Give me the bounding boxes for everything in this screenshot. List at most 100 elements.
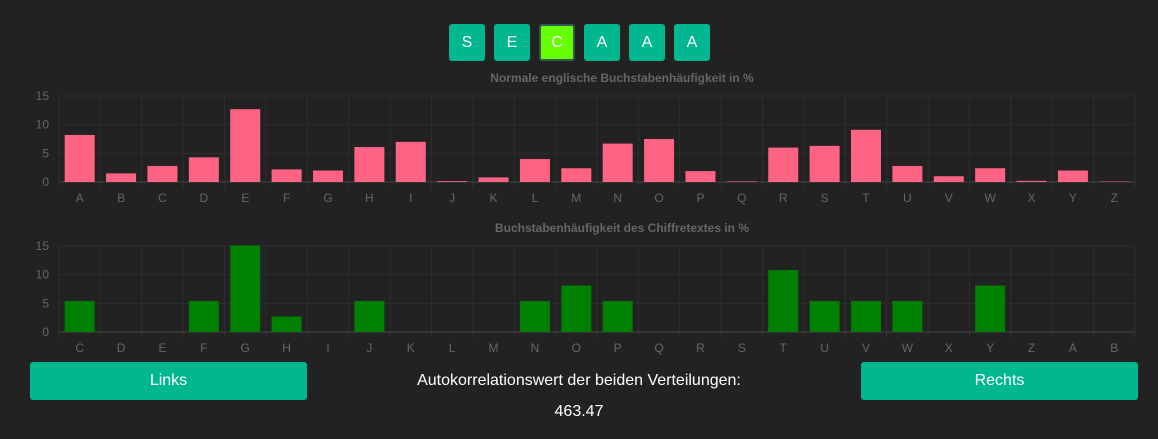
bar-F xyxy=(271,169,302,182)
bar-A xyxy=(64,134,95,182)
x-tick-label: B xyxy=(1110,341,1118,355)
chart-title: Buchstabenhäufigkeit des Chiffretextes i… xyxy=(495,221,749,235)
x-tick-label: R xyxy=(696,341,705,355)
x-tick-label: J xyxy=(449,191,455,205)
x-tick-label: I xyxy=(409,191,412,205)
bar-X xyxy=(1016,180,1047,182)
y-tick-label: 15 xyxy=(36,89,50,103)
bar-U xyxy=(892,165,923,182)
x-tick-label: P xyxy=(696,191,704,205)
x-tick-label: K xyxy=(407,341,415,355)
x-tick-label: L xyxy=(449,341,456,355)
bar-J xyxy=(354,301,385,332)
key-letter-3-selected[interactable]: C xyxy=(539,24,575,61)
x-tick-label: Q xyxy=(654,341,663,355)
y-tick-label: 0 xyxy=(42,325,49,339)
bar-I xyxy=(395,141,426,182)
left-button[interactable]: Links xyxy=(30,362,307,400)
x-tick-label: M xyxy=(489,341,499,355)
bar-T xyxy=(851,129,881,182)
x-tick-label: R xyxy=(779,191,788,205)
x-tick-label: N xyxy=(531,341,540,355)
bar-G xyxy=(313,170,343,182)
bar-B xyxy=(106,173,137,182)
x-tick-label: X xyxy=(945,341,953,355)
x-tick-label: E xyxy=(241,191,249,205)
x-tick-label: W xyxy=(984,191,996,205)
x-tick-label: L xyxy=(532,191,539,205)
key-letter-4[interactable]: A xyxy=(584,24,620,61)
x-tick-label: I xyxy=(326,341,329,355)
bar-S xyxy=(809,145,840,182)
y-tick-label: 15 xyxy=(36,239,50,253)
x-tick-label: E xyxy=(158,341,166,355)
bar-Q xyxy=(726,181,757,182)
key-letter-1[interactable]: S xyxy=(449,24,485,61)
x-tick-label: J xyxy=(366,341,372,355)
bar-V xyxy=(851,301,881,332)
y-tick-label: 10 xyxy=(36,268,50,282)
x-tick-label: S xyxy=(821,191,829,205)
x-tick-label: H xyxy=(282,341,291,355)
bar-R xyxy=(768,147,799,182)
bar-G xyxy=(230,245,261,332)
bar-O xyxy=(644,139,675,182)
bar-L xyxy=(519,159,550,182)
y-tick-label: 5 xyxy=(42,296,49,310)
bar-C xyxy=(147,165,178,182)
bar-O xyxy=(561,285,592,332)
bar-Y xyxy=(1057,170,1088,182)
bar-Y xyxy=(975,285,1006,332)
bar-M xyxy=(561,168,592,182)
x-tick-label: M xyxy=(571,191,581,205)
bar-H xyxy=(354,147,385,182)
english-frequency-chart: Normale englische Buchstabenhäufigkeit i… xyxy=(36,71,1136,205)
bar-U xyxy=(809,301,840,332)
bar-T xyxy=(768,270,799,332)
y-tick-label: 5 xyxy=(42,146,49,160)
x-tick-label: V xyxy=(862,341,870,355)
bar-D xyxy=(188,157,219,182)
key-letter-6[interactable]: A xyxy=(674,24,710,61)
bar-N xyxy=(602,143,633,182)
x-tick-label: Z xyxy=(1111,191,1118,205)
x-tick-label: H xyxy=(365,191,374,205)
cipher-frequency-chart: Buchstabenhäufigkeit des Chiffretextes i… xyxy=(36,221,1136,355)
bar-J xyxy=(437,181,468,182)
x-tick-label: C xyxy=(75,341,84,355)
x-tick-label: C xyxy=(158,191,167,205)
x-tick-label: O xyxy=(654,191,663,205)
x-tick-label: T xyxy=(780,341,788,355)
bar-W xyxy=(975,168,1006,182)
x-tick-label: Y xyxy=(986,341,994,355)
x-tick-label: U xyxy=(820,341,829,355)
x-tick-label: B xyxy=(117,191,125,205)
x-tick-label: Z xyxy=(1028,341,1035,355)
chart-title: Normale englische Buchstabenhäufigkeit i… xyxy=(490,71,754,85)
x-tick-label: W xyxy=(902,341,914,355)
x-tick-label: K xyxy=(490,191,498,205)
y-tick-label: 10 xyxy=(36,118,50,132)
x-tick-label: D xyxy=(117,341,126,355)
autocorrelation-value: 463.47 xyxy=(554,403,604,420)
x-tick-label: F xyxy=(283,191,290,205)
x-tick-label: P xyxy=(614,341,622,355)
key-letter-5[interactable]: A xyxy=(629,24,665,61)
keyword-letters: S E C A A A xyxy=(449,24,710,61)
x-tick-label: O xyxy=(572,341,581,355)
x-tick-label: G xyxy=(241,341,250,355)
x-tick-label: G xyxy=(323,191,332,205)
bar-E xyxy=(230,109,261,182)
x-tick-label: D xyxy=(200,191,209,205)
y-tick-label: 0 xyxy=(42,175,49,189)
bar-P xyxy=(685,171,716,182)
x-tick-label: S xyxy=(738,341,746,355)
x-tick-label: F xyxy=(200,341,207,355)
key-letter-2[interactable]: E xyxy=(494,24,530,61)
x-tick-label: X xyxy=(1028,191,1036,205)
right-button[interactable]: Rechts xyxy=(861,362,1138,400)
x-tick-label: Q xyxy=(737,191,746,205)
x-tick-label: V xyxy=(945,191,953,205)
autocorrelation-label: Autokorrelationswert der beiden Verteilu… xyxy=(417,372,741,389)
x-tick-label: U xyxy=(903,191,912,205)
